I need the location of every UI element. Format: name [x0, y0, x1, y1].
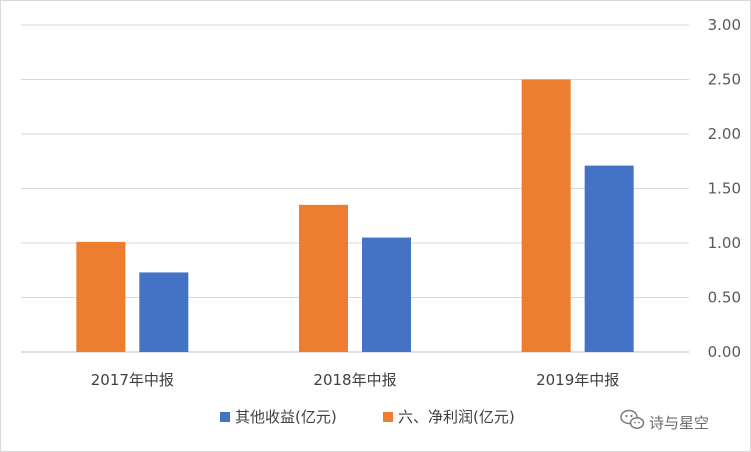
bar-other-income [584, 165, 634, 352]
x-category-label: 2017年中报 [91, 371, 174, 389]
y-tick-label: 2.00 [708, 125, 741, 143]
watermark-text: 诗与星空 [649, 414, 709, 432]
x-category-label: 2019年中报 [536, 371, 619, 389]
watermark: 诗与星空 [620, 409, 709, 432]
y-tick-label: 3.00 [708, 16, 741, 34]
legend-swatch [383, 412, 393, 422]
bars [76, 79, 634, 352]
bar-net-profit [521, 79, 571, 352]
bar-net-profit [299, 204, 348, 352]
y-axis-ticks: 0.00 0.50 1.00 1.50 2.00 2.50 3.00 [708, 16, 741, 361]
legend: 其他收益(亿元) 六、净利润(亿元) [220, 408, 515, 426]
legend-swatch [220, 412, 230, 422]
bar-other-income [139, 272, 189, 352]
wechat-icon [620, 409, 645, 429]
y-tick-label: 1.00 [708, 234, 741, 252]
x-category-label: 2018年中报 [313, 371, 396, 389]
bar-net-profit [76, 241, 126, 352]
y-tick-label: 2.50 [708, 71, 741, 89]
y-tick-label: 0.00 [708, 343, 741, 361]
legend-label: 六、净利润(亿元) [398, 408, 515, 426]
bar-other-income [362, 237, 411, 352]
y-tick-label: 0.50 [708, 289, 741, 307]
x-axis-categories: 2017年中报 2018年中报 2019年中报 [91, 371, 620, 389]
gridlines [21, 24, 689, 353]
y-tick-label: 1.50 [708, 180, 741, 198]
legend-label: 其他收益(亿元) [235, 408, 337, 426]
